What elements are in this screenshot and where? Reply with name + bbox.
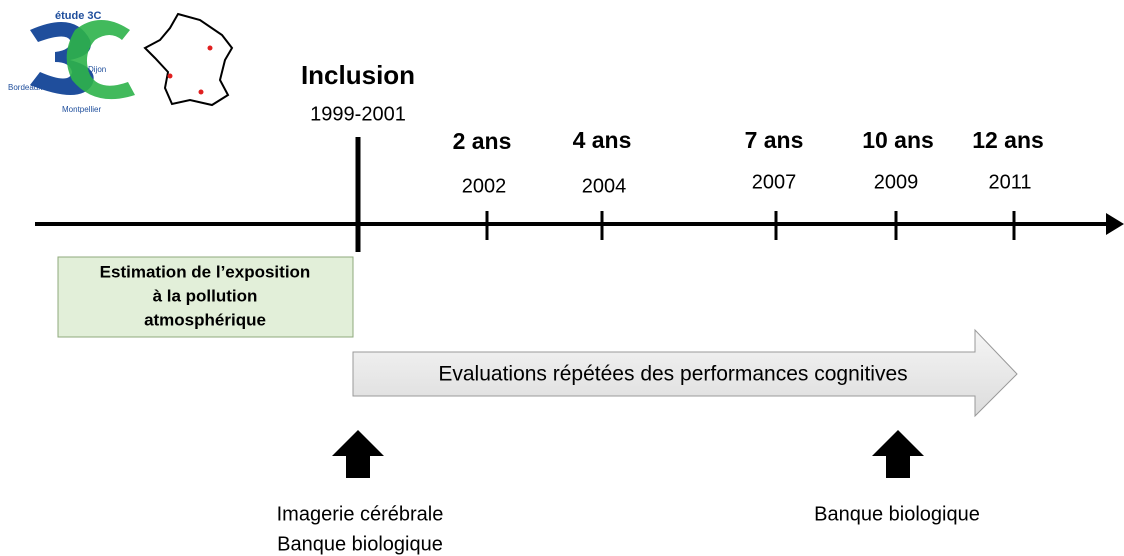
france-map xyxy=(143,12,234,107)
inclusion-years: 1999-2001 xyxy=(310,103,406,125)
timepoint-year: 2002 xyxy=(462,175,507,197)
up-arrow xyxy=(332,430,384,478)
exposure-box xyxy=(57,256,354,338)
city-dot xyxy=(198,89,204,95)
timepoint: 7 ans 2007 xyxy=(745,127,804,240)
city-dot xyxy=(167,73,173,79)
axis-arrowhead xyxy=(1106,213,1124,235)
logo: étude 3C Dijon Bordeaux Montpellier xyxy=(8,10,234,114)
timepoint-label: 12 ans xyxy=(972,127,1044,153)
logo-city: Dijon xyxy=(88,65,106,74)
cognitive-arrow xyxy=(352,328,1018,418)
logo-city: Montpellier xyxy=(62,105,101,114)
logo-city: Bordeaux xyxy=(8,83,42,92)
exposure-text: atmosphérique xyxy=(144,310,266,329)
bottom-label: Imagerie cérébrale xyxy=(277,503,444,525)
exposure-text: à la pollution xyxy=(153,286,258,305)
logo-title: étude 3C xyxy=(55,10,102,22)
timepoint: 10 ans 2009 xyxy=(862,127,934,240)
timepoint-label: 7 ans xyxy=(745,127,804,153)
city-dot xyxy=(207,45,213,51)
timepoint-label: 4 ans xyxy=(573,127,632,153)
timepoint-year: 2004 xyxy=(582,175,627,197)
cognitive-label: Evaluations répétées des performances co… xyxy=(438,363,907,386)
timepoint-year: 2007 xyxy=(752,171,797,193)
timepoint-year: 2011 xyxy=(988,171,1031,193)
timepoint-label: 10 ans xyxy=(862,127,934,153)
timepoint-year: 2009 xyxy=(874,171,919,193)
timepoint-label: 2 ans xyxy=(453,128,512,154)
timepoint: 12 ans 2011 xyxy=(972,127,1044,240)
bottom-label: Banque biologique xyxy=(814,503,980,525)
up-arrow xyxy=(872,430,924,478)
bottom-label: Banque biologique xyxy=(277,533,443,555)
inclusion-label: Inclusion xyxy=(301,60,415,90)
logo-c xyxy=(66,20,135,100)
exposure-text: Estimation de l’exposition xyxy=(100,262,311,281)
timepoint: 2 ans 2002 xyxy=(453,128,512,240)
timepoint: 4 ans 2004 xyxy=(573,127,632,240)
